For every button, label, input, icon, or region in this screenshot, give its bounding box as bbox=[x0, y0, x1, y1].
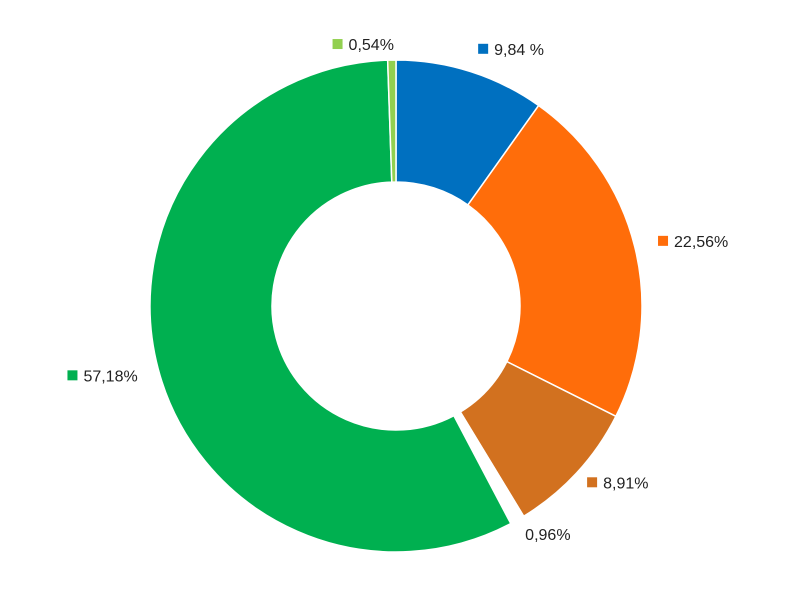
slice-label-marker bbox=[478, 43, 489, 54]
donut-slices bbox=[149, 59, 643, 553]
slice-label-5: 0,54% bbox=[332, 37, 394, 54]
donut-labels: 9,84 % 22,56% 8,91% 0,96% 57,18% 0,54% bbox=[67, 37, 728, 544]
slice-label-marker bbox=[587, 477, 598, 488]
slice-label-text: 57,18% bbox=[83, 368, 137, 385]
slice-label-marker bbox=[67, 370, 78, 381]
slice-label-marker bbox=[658, 235, 669, 246]
slice-label-text: 9,84 % bbox=[494, 42, 544, 59]
slice-label-marker bbox=[332, 39, 343, 50]
slice-label-text: 8,91% bbox=[603, 475, 648, 492]
slice-label-0: 9,84 % bbox=[478, 42, 544, 59]
slice-label-4: 57,18% bbox=[67, 368, 138, 385]
slice-label-text: 0,54% bbox=[349, 37, 394, 54]
donut-slice-5 bbox=[386, 59, 397, 183]
slice-label-text: 0,96% bbox=[525, 527, 570, 544]
slice-label-3: 0,96% bbox=[525, 527, 570, 544]
slice-label-1: 22,56% bbox=[658, 234, 728, 251]
slice-label-2: 8,91% bbox=[587, 475, 648, 492]
donut-slice-1 bbox=[466, 104, 643, 418]
donut-slice-4 bbox=[149, 59, 512, 553]
slice-label-text: 22,56% bbox=[674, 234, 728, 251]
